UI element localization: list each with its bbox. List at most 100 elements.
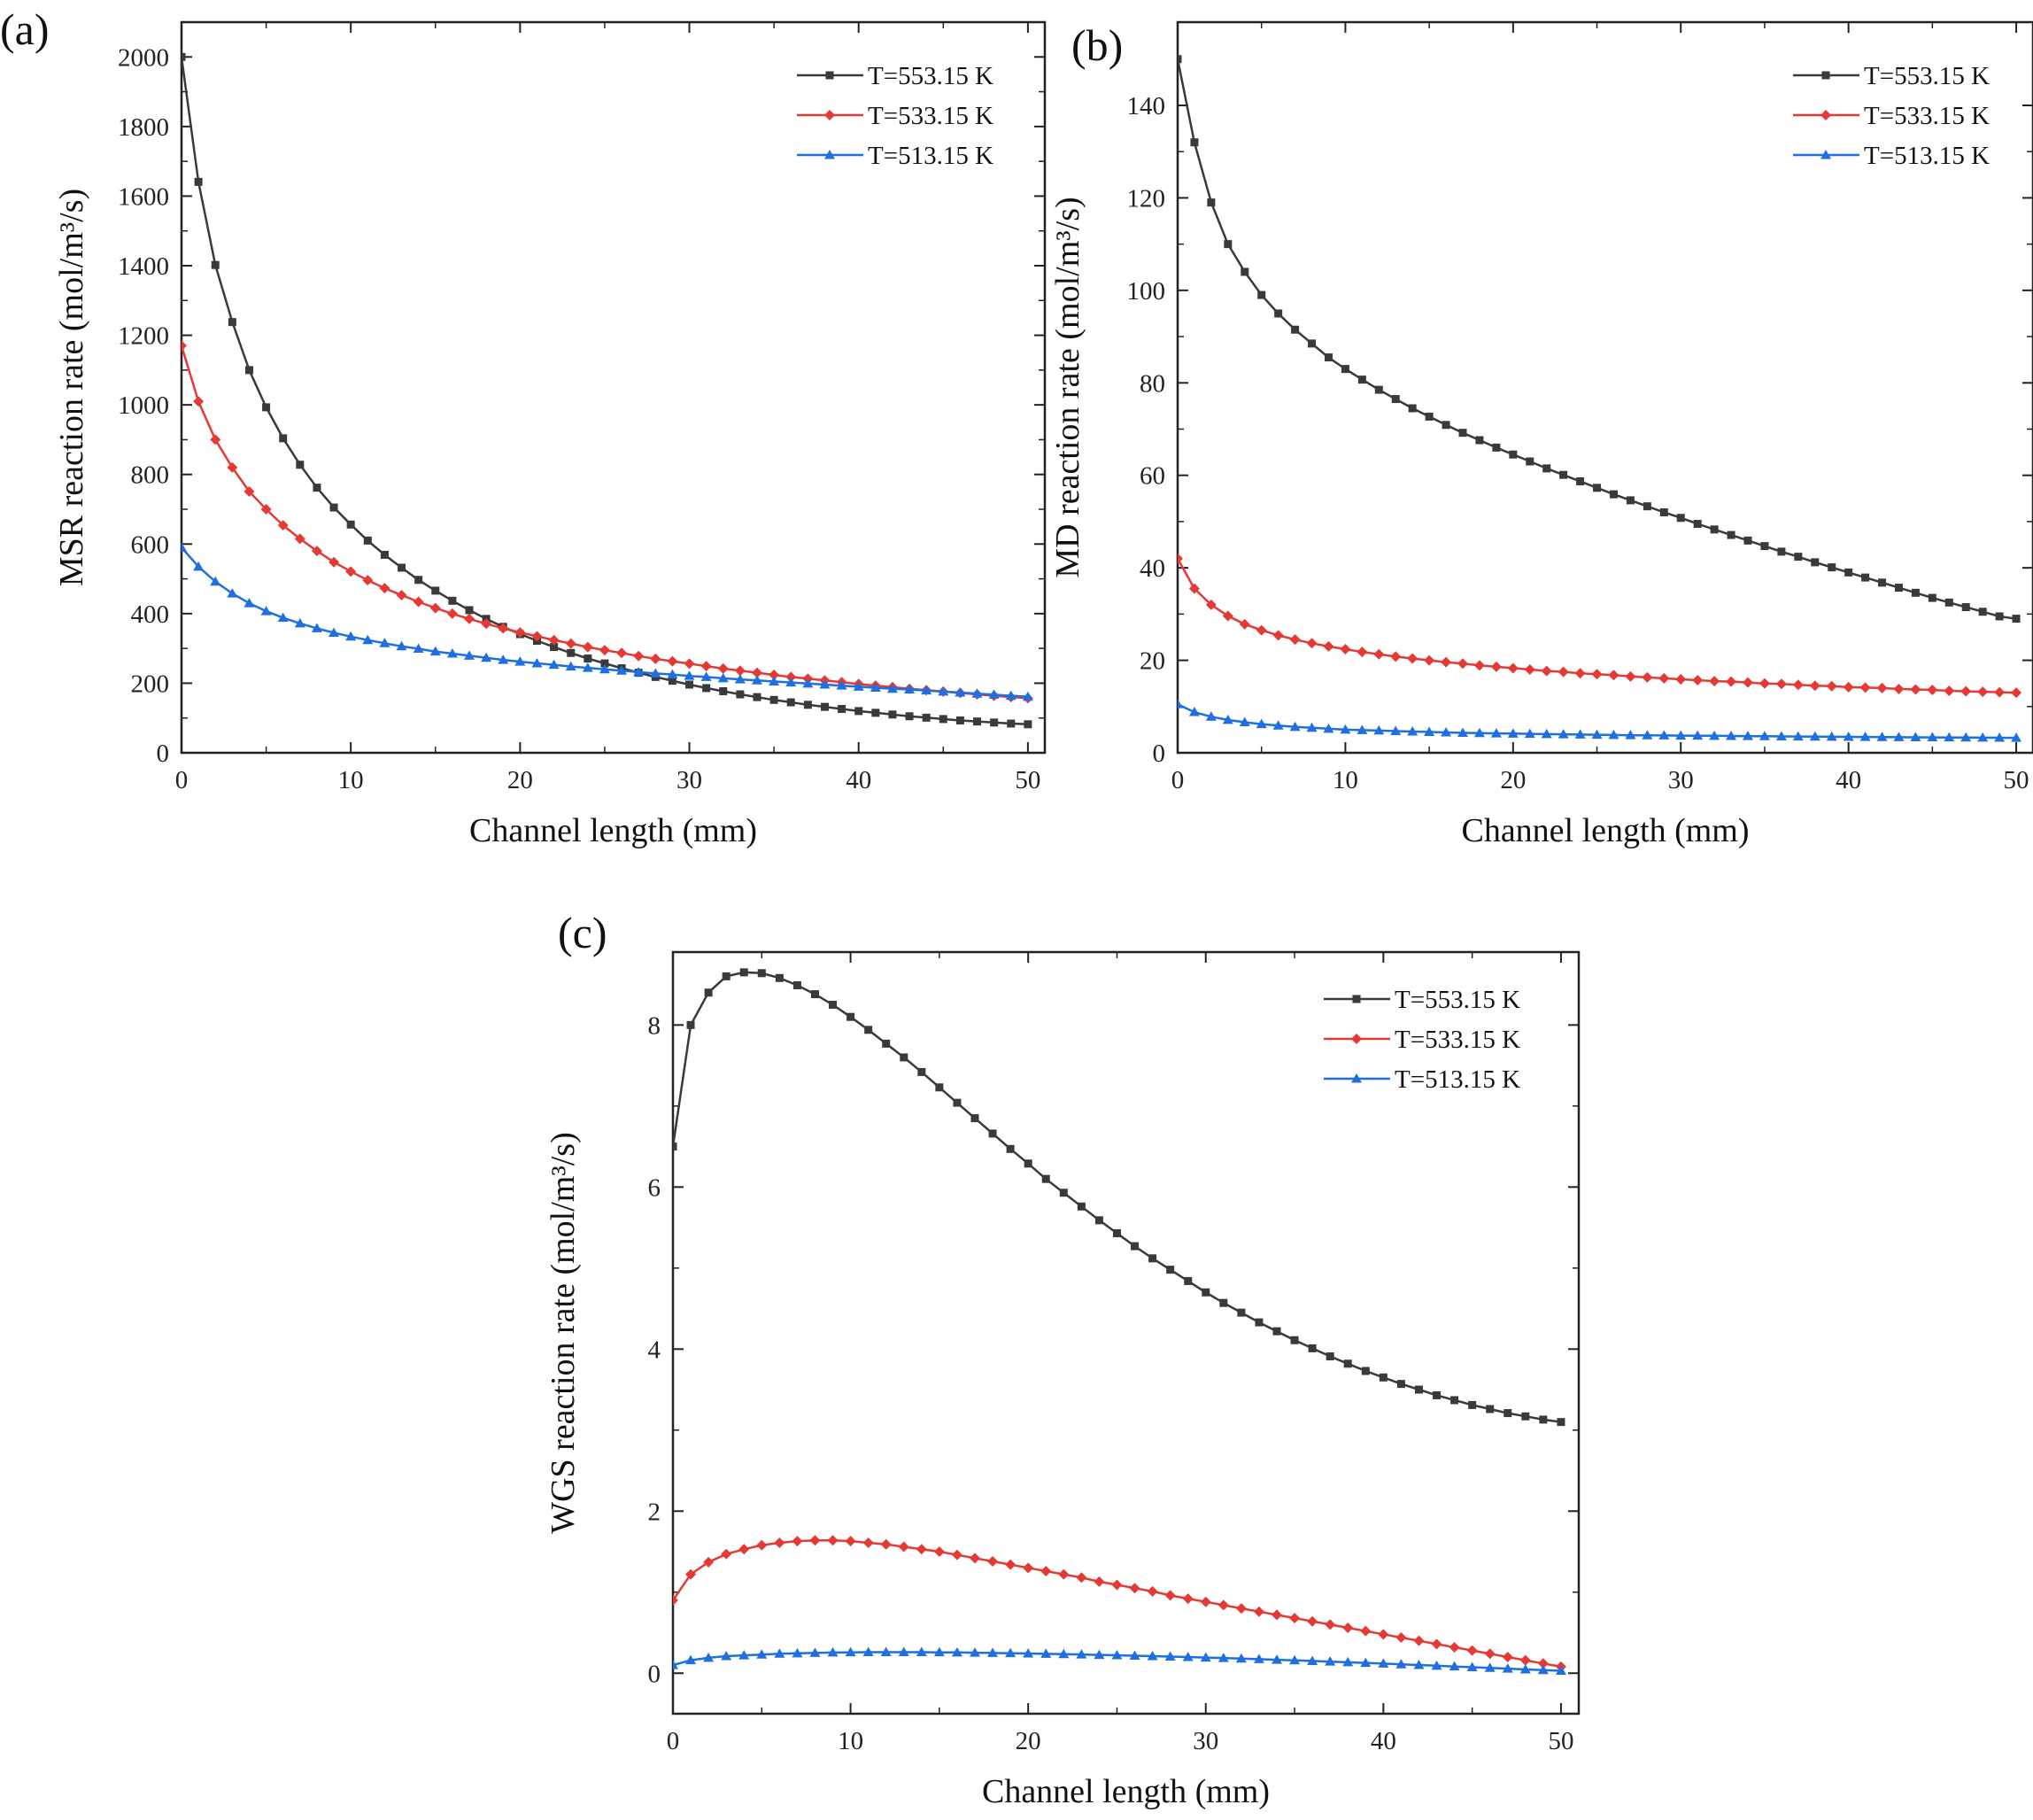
data-point: [1468, 1400, 1477, 1409]
data-point: [1257, 290, 1266, 299]
data-point: [650, 653, 661, 664]
legend: T=553.15 K T=533.15 K T=513.15 K: [1324, 986, 1520, 1094]
data-point: [1625, 670, 1636, 682]
data-point: [1576, 476, 1585, 485]
chart-panel-2: (c) 0 10 20 30 40 50 0 2 4 6 8 Channel length (mm) WG…: [545, 908, 1581, 1810]
series-0: [1178, 55, 2021, 623]
series-line: [182, 546, 1028, 699]
data-point: [1658, 672, 1670, 684]
data-point: [1876, 682, 1888, 693]
data-point: [1524, 728, 1535, 739]
y-axis-title: MD reaction rate (mol/m³/s): [1049, 197, 1086, 577]
data-point: [921, 685, 932, 695]
data-point: [1291, 325, 1300, 334]
data-point: [1861, 573, 1870, 582]
x-tick-label: 0: [175, 766, 189, 794]
data-point: [1425, 412, 1434, 421]
data-point: [1407, 725, 1418, 736]
data-point: [1357, 724, 1368, 734]
y-tick-label: 4: [648, 1336, 661, 1364]
data-point: [1326, 1352, 1334, 1361]
data-point: [429, 602, 441, 614]
data-point: [1593, 484, 1602, 492]
data-point: [673, 1594, 678, 1606]
data-point: [1222, 610, 1233, 622]
data-point: [1960, 685, 1972, 697]
y-tick-label: 400: [131, 600, 170, 629]
data-point: [1076, 1572, 1087, 1584]
legend-marker: [1820, 110, 1831, 120]
data-point: [1147, 1650, 1158, 1661]
data-point: [769, 676, 780, 685]
data-point: [739, 968, 748, 977]
data-point: [379, 583, 390, 594]
data-point: [917, 1067, 926, 1076]
data-point: [582, 662, 593, 672]
data-point: [756, 1649, 768, 1659]
data-point: [792, 1536, 803, 1547]
data-point: [1111, 1579, 1123, 1591]
x-tick-label: 30: [1668, 766, 1694, 794]
data-point: [1306, 722, 1318, 732]
data-point: [1743, 731, 1753, 740]
y-tick-label: 1600: [118, 182, 169, 211]
data-point: [1129, 1583, 1140, 1594]
data-point: [362, 634, 374, 645]
data-point: [1217, 1599, 1229, 1611]
data-point: [1006, 1144, 1015, 1153]
data-point: [1492, 443, 1501, 452]
data-point: [1374, 385, 1383, 394]
data-point: [827, 1535, 839, 1546]
data-point: [1407, 653, 1418, 664]
data-point: [1308, 1344, 1317, 1352]
data-point: [514, 627, 526, 639]
data-point: [1272, 1327, 1281, 1336]
data-point: [987, 1556, 999, 1567]
data-point: [1178, 553, 1183, 564]
data-point: [955, 716, 964, 724]
data-point: [803, 701, 812, 709]
data-point: [1927, 732, 1938, 742]
data-point: [1541, 665, 1552, 677]
data-point: [1207, 198, 1216, 207]
data-point: [916, 1646, 927, 1656]
data-point: [1743, 536, 1752, 545]
x-tick-label: 20: [1016, 1727, 1041, 1755]
data-point: [752, 667, 762, 678]
data-point: [1521, 1412, 1530, 1421]
plot-frame: [1176, 20, 2033, 755]
y-tick-label: 0: [648, 1660, 661, 1688]
data-point: [260, 606, 272, 616]
data-point: [775, 973, 784, 982]
data-point: [667, 669, 678, 679]
data-point: [448, 596, 457, 605]
data-point: [988, 1129, 997, 1138]
data-point: [311, 623, 322, 632]
data-point: [900, 1053, 908, 1062]
data-point: [363, 536, 372, 545]
y-tick-label: 800: [131, 461, 170, 490]
data-point: [210, 434, 221, 445]
data-point: [845, 1536, 856, 1547]
data-point: [599, 663, 610, 674]
data-point: [1894, 584, 1903, 592]
y-tick-label: 60: [1140, 462, 1165, 491]
data-point: [2011, 687, 2022, 699]
data-point: [227, 461, 238, 473]
data-point: [1960, 732, 1972, 742]
data-point: [717, 672, 729, 683]
data-point: [684, 658, 695, 670]
chart-panel-1: (b) 0 10 20 30 40 50 0 20 40 60 80 100 120 140 Channel …: [1049, 20, 2033, 849]
data-point: [756, 1539, 768, 1551]
legend-label: T=553.15 K: [1395, 986, 1520, 1014]
data-point: [970, 1553, 980, 1564]
data-point: [1710, 525, 1719, 534]
data-point: [1727, 531, 1735, 539]
data-point: [704, 988, 713, 997]
data-point: [703, 1556, 715, 1568]
data-point: [1241, 267, 1249, 276]
data-point: [379, 638, 390, 647]
data-point: [1843, 681, 1854, 693]
data-point: [951, 1646, 962, 1657]
